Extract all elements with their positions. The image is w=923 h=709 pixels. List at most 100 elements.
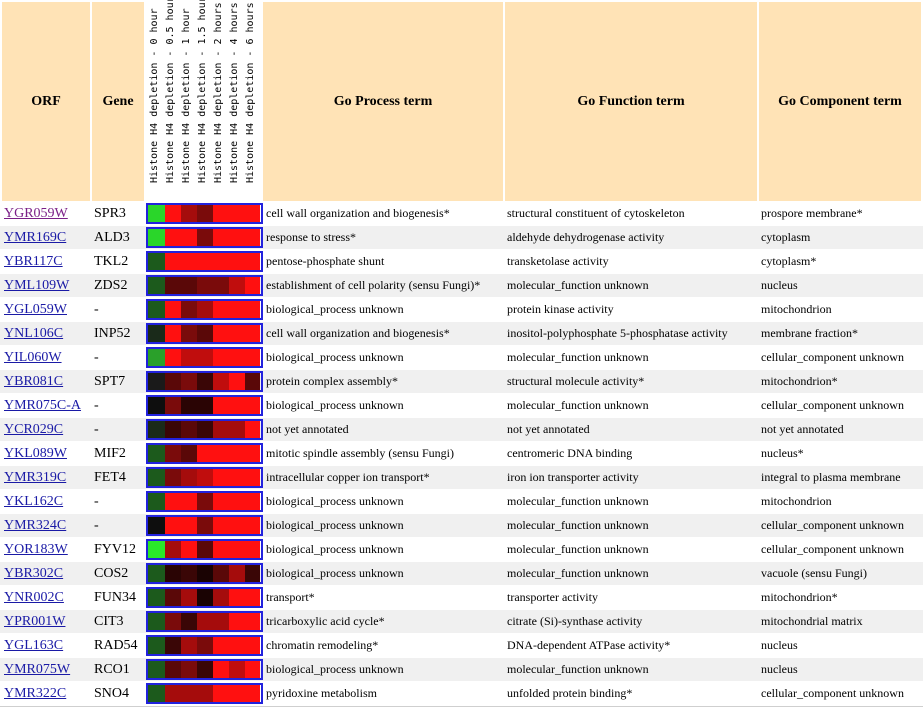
gene-name: ALD3 (94, 230, 130, 245)
heatmap-cell (245, 277, 260, 294)
heatmap-cell (181, 349, 197, 366)
go-function-term: transketolase activity (507, 254, 609, 268)
heatmap-cell (197, 421, 213, 438)
go-process-term: biological_process unknown (266, 566, 404, 580)
go-component-term: integral to plasma membrane (761, 470, 901, 484)
heatmap-cell (229, 445, 245, 462)
table-row: YMR169C ALD3 response to stress* aldehyde d… (0, 226, 923, 249)
heatmap-cell (165, 541, 181, 558)
go-component-term: nucleus (761, 638, 798, 652)
gene-name: - (94, 518, 99, 533)
heatmap-cell (197, 493, 213, 510)
go-process-term: intracellular copper ion transport* (266, 470, 430, 484)
heatmap-cell (148, 661, 165, 678)
heatmap-cell (181, 445, 197, 462)
heatmap-cell (229, 421, 245, 438)
heatmap-cell (197, 205, 213, 222)
timepoint-label: Histone H4 depletion - 2 hours (213, 2, 224, 183)
go-process-term: protein complex assembly* (266, 374, 398, 388)
go-process-term: establishment of cell polarity (sensu Fu… (266, 278, 481, 292)
orf-link[interactable]: YMR319C (4, 470, 67, 485)
heatmap-cell (245, 469, 260, 486)
go-component-term: not yet annotated (761, 422, 844, 436)
timepoint-label: Histone H4 depletion - 0 hour (149, 8, 160, 183)
go-process-term: biological_process unknown (266, 302, 404, 316)
heatmap-cell (148, 229, 165, 246)
expression-heatmap (146, 347, 263, 368)
orf-link[interactable]: YIL060W (4, 350, 62, 365)
heatmap-cell (181, 565, 197, 582)
go-process-term: biological_process unknown (266, 398, 404, 412)
orf-link[interactable]: YOR183W (4, 542, 68, 557)
go-process-term: biological_process unknown (266, 350, 404, 364)
heatmap-cell (245, 565, 260, 582)
heatmap-cell (165, 253, 181, 270)
go-process-term: cell wall organization and biogenesis* (266, 326, 450, 340)
orf-link[interactable]: YKL162C (4, 494, 64, 509)
orf-link[interactable]: YBR117C (4, 254, 63, 269)
heatmap-cell (165, 301, 181, 318)
table-row: YGL163C RAD54 chromatin remodeling* DNA-dep… (0, 634, 923, 657)
go-function-term: iron ion transporter activity (507, 470, 639, 484)
heatmap-cell (165, 517, 181, 534)
orf-link[interactable]: YGR059W (4, 206, 68, 221)
heatmap-cell (197, 637, 213, 654)
gene-name: INP52 (94, 326, 131, 341)
header-function: Go Function term (505, 2, 757, 201)
heatmap-cell (197, 277, 213, 294)
orf-link[interactable]: YMR169C (4, 230, 67, 245)
heatmap-cell (197, 661, 213, 678)
expression-heatmap (146, 635, 263, 656)
orf-link[interactable]: YNL106C (4, 326, 64, 341)
heatmap-cell (165, 205, 181, 222)
heatmap-cell (165, 565, 181, 582)
heatmap-cell (197, 589, 213, 606)
table-row: YNL106C INP52 cell wall organization and b… (0, 322, 923, 345)
gene-name: - (94, 422, 99, 437)
heatmap-cell (181, 421, 197, 438)
heatmap-cell (148, 373, 165, 390)
heatmap-cell (229, 517, 245, 534)
orf-link[interactable]: YMR324C (4, 518, 67, 533)
table-row: YGR059W SPR3 cell wall organization and bi… (0, 202, 923, 225)
heatmap-cell (229, 205, 245, 222)
orf-link[interactable]: YPR001W (4, 614, 66, 629)
orf-link[interactable]: YML109W (4, 278, 70, 293)
orf-link[interactable]: YBR302C (4, 566, 64, 581)
orf-link[interactable]: YGL163C (4, 638, 64, 653)
heatmap-cell (148, 469, 165, 486)
heatmap-cell (245, 325, 260, 342)
orf-link[interactable]: YCR029C (4, 422, 64, 437)
heatmap-cell (148, 565, 165, 582)
heatmap-cell (165, 493, 181, 510)
heatmap-cell (181, 325, 197, 342)
gene-name: COS2 (94, 566, 129, 581)
orf-link[interactable]: YKL089W (4, 446, 67, 461)
orf-link[interactable]: YMR075C-A (4, 398, 82, 413)
gene-name: ZDS2 (94, 278, 128, 293)
heatmap-cell (165, 637, 181, 654)
gene-name: FET4 (94, 470, 126, 485)
heatmap-cell (181, 685, 197, 702)
orf-link[interactable]: YGL059W (4, 302, 67, 317)
heatmap-cell (165, 325, 181, 342)
orf-link[interactable]: YBR081C (4, 374, 64, 389)
expression-heatmap (146, 539, 263, 560)
heatmap-cell (229, 301, 245, 318)
go-component-term: cellular_component unknown (761, 398, 904, 412)
heatmap-cell (245, 397, 260, 414)
gene-name: RAD54 (94, 638, 138, 653)
go-process-term: transport* (266, 590, 315, 604)
go-function-term: molecular_function unknown (507, 662, 649, 676)
heatmap-cell (213, 685, 229, 702)
table-row: YKL162C - biological_process unknown molecu… (0, 490, 923, 513)
heatmap-cell (148, 325, 165, 342)
heatmap-cell (245, 373, 260, 390)
table-row: YBR302C COS2 biological_process unknown mol… (0, 562, 923, 585)
heatmap-cell (213, 253, 229, 270)
orf-link[interactable]: YNR002C (4, 590, 64, 605)
heatmap-cell (165, 373, 181, 390)
orf-link[interactable]: YMR322C (4, 686, 67, 701)
orf-link[interactable]: YMR075W (4, 662, 71, 677)
heatmap-cell (229, 397, 245, 414)
